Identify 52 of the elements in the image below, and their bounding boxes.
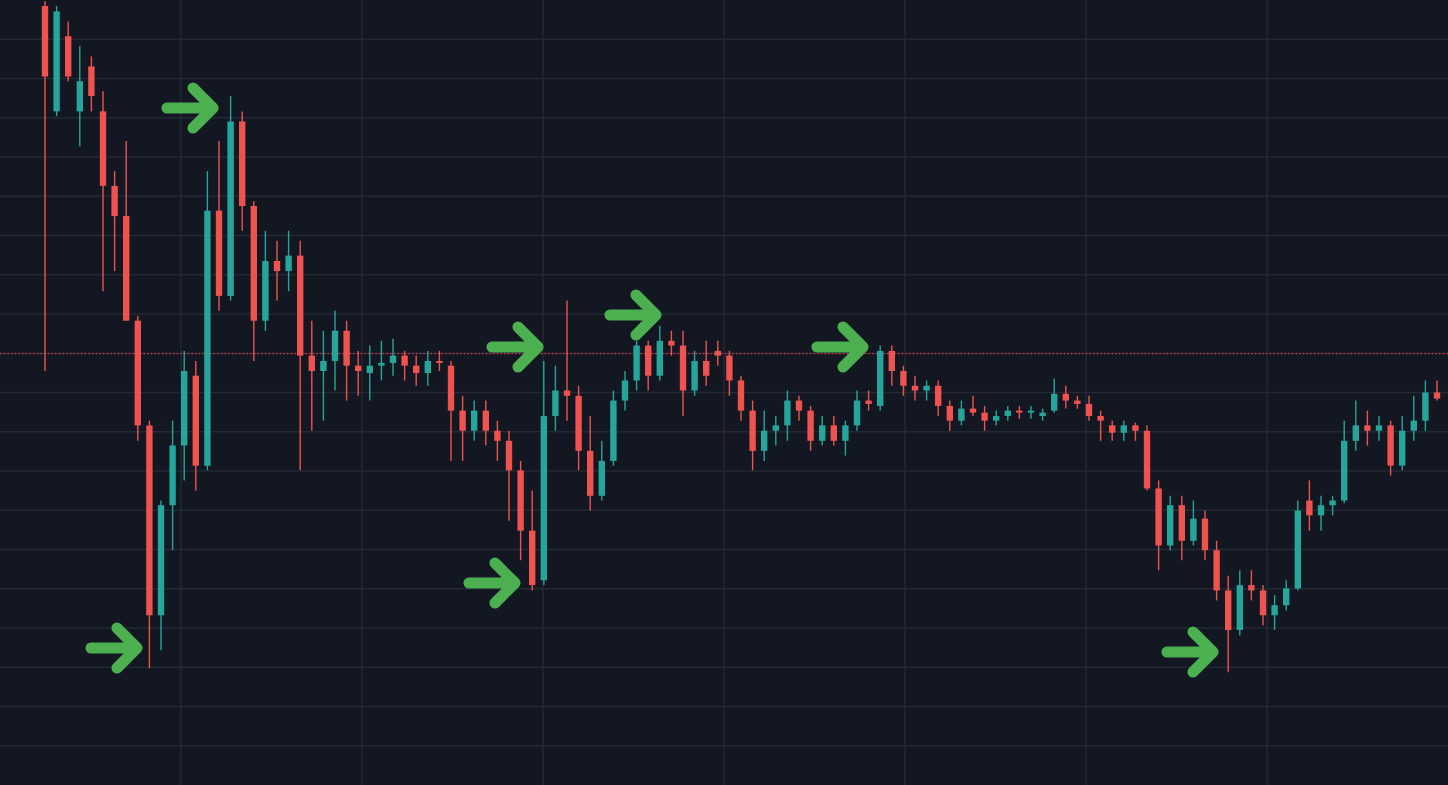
candlestick [900, 364, 907, 397]
candlestick [563, 299, 571, 422]
candlestick [1352, 399, 1359, 452]
candlestick [935, 379, 942, 417]
candlestick [703, 340, 710, 387]
candlestick [1433, 379, 1441, 402]
candlestick [772, 415, 779, 447]
candlestick [378, 340, 385, 382]
candlestick [1329, 495, 1336, 516]
candlestick [714, 340, 721, 367]
candlestick [1271, 594, 1278, 631]
candlestick [830, 415, 837, 447]
candlestick [308, 320, 315, 432]
candlestick [1375, 415, 1383, 442]
candlestick [795, 395, 803, 422]
candlestick [1062, 385, 1069, 410]
candlestick [459, 395, 466, 462]
candlestick [1317, 495, 1325, 532]
candlestick [1109, 419, 1116, 442]
candlestick [471, 399, 478, 442]
candlestick [482, 399, 489, 447]
candlestick [1120, 419, 1127, 442]
candlestick [923, 379, 930, 402]
candlestick [668, 330, 675, 357]
candlestick [621, 370, 629, 412]
candlestick [1132, 421, 1139, 442]
candlestick [819, 415, 826, 447]
candlestick [1410, 395, 1417, 442]
candlestick [1306, 479, 1313, 532]
candlestick [865, 389, 872, 412]
candlestick [958, 399, 965, 427]
candlestick [888, 344, 895, 387]
candlestick [401, 350, 408, 382]
candlestick [761, 409, 768, 462]
candlestick [1097, 409, 1104, 442]
candlestick [842, 419, 849, 457]
candlestick [981, 405, 988, 432]
candlestick [285, 230, 292, 292]
candlestick [424, 350, 431, 387]
candlestick [1364, 409, 1371, 447]
candlestick [494, 419, 501, 462]
candlestick [273, 240, 281, 302]
candlestick [1085, 395, 1093, 422]
candlestick [969, 395, 977, 417]
candlestick [436, 350, 443, 372]
candlestick [1027, 405, 1035, 420]
candlestick [1051, 377, 1058, 414]
candlestick [1248, 569, 1255, 602]
candlestick [1283, 579, 1290, 612]
candlestick [946, 399, 953, 432]
candlestick [1190, 499, 1197, 547]
candlestick [320, 330, 327, 422]
